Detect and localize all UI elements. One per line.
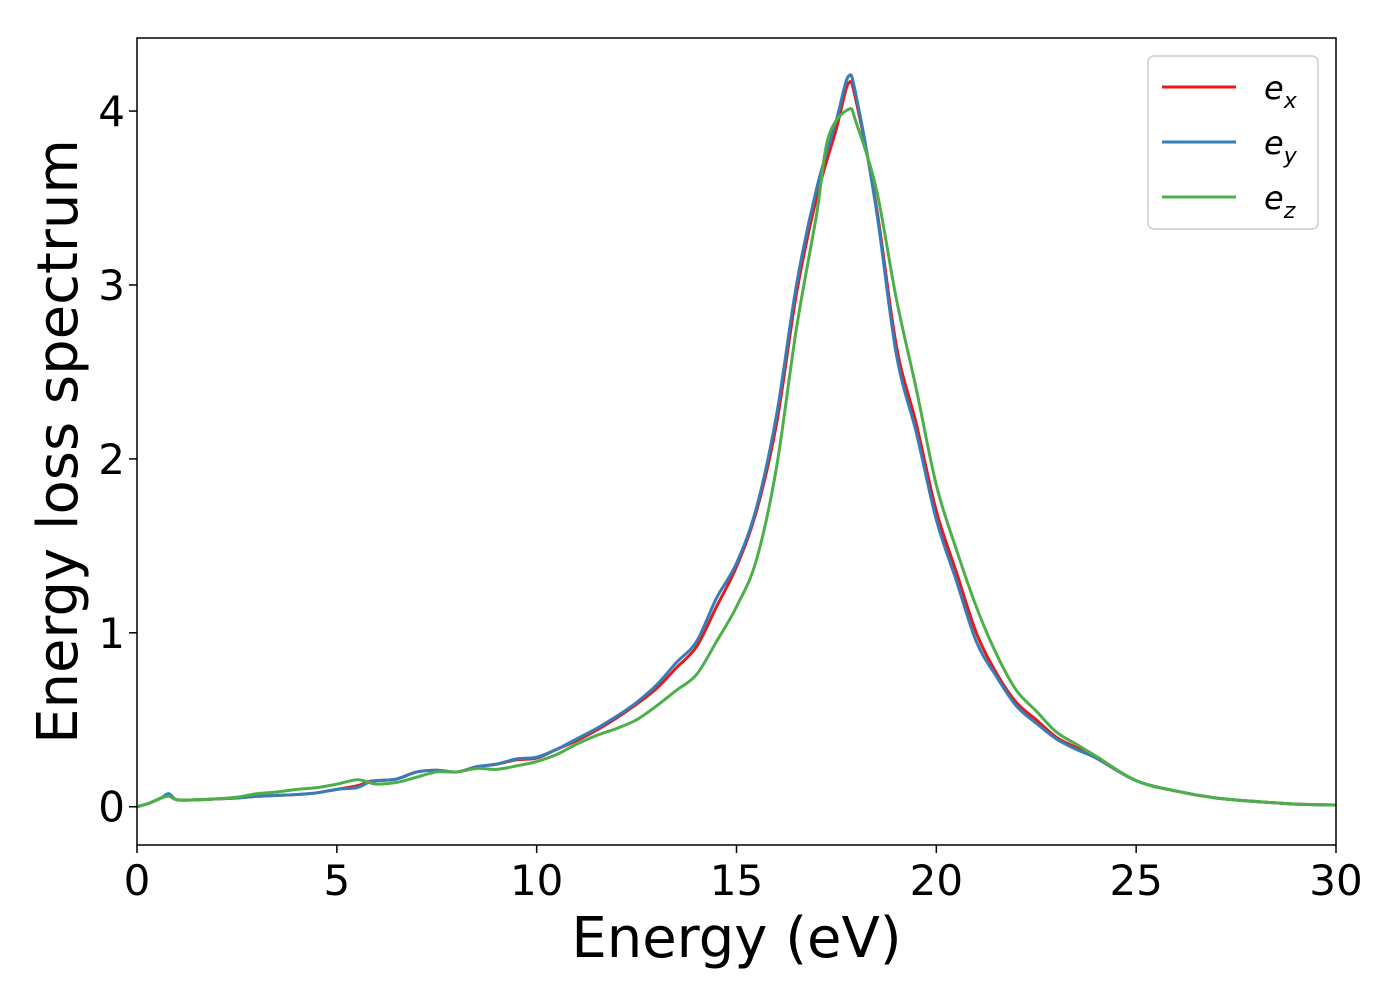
x-tick-label: 0: [124, 856, 151, 905]
y-tick-label: 4: [98, 87, 125, 136]
x-tick-label: 15: [710, 856, 763, 905]
x-tick-label: 25: [1109, 856, 1162, 905]
series-layer: [137, 73, 1336, 809]
series-line-z: [137, 107, 1336, 809]
x-tick-label: 10: [510, 856, 563, 905]
y-tick-label: 3: [98, 261, 125, 310]
series-line-y: [137, 73, 1336, 809]
legend: ex ey ez: [1147, 55, 1319, 230]
y-axis-title: Energy loss spectrum: [26, 139, 91, 744]
x-tick-label: 20: [910, 856, 963, 905]
y-tick-label: 0: [98, 783, 125, 832]
x-tick-label: 30: [1309, 856, 1362, 905]
axis-ticks: 0 5 10 15 20 25 30 0 1 2 3 4: [98, 87, 1362, 905]
legend-label-x: ex: [1264, 69, 1298, 114]
y-tick-label: 2: [98, 435, 125, 484]
x-axis-title: Energy (eV): [571, 906, 901, 971]
legend-label-y: ey: [1264, 124, 1298, 169]
legend-label-z: ez: [1264, 179, 1296, 224]
x-tick-label: 5: [323, 856, 350, 905]
y-tick-label: 1: [98, 609, 125, 658]
